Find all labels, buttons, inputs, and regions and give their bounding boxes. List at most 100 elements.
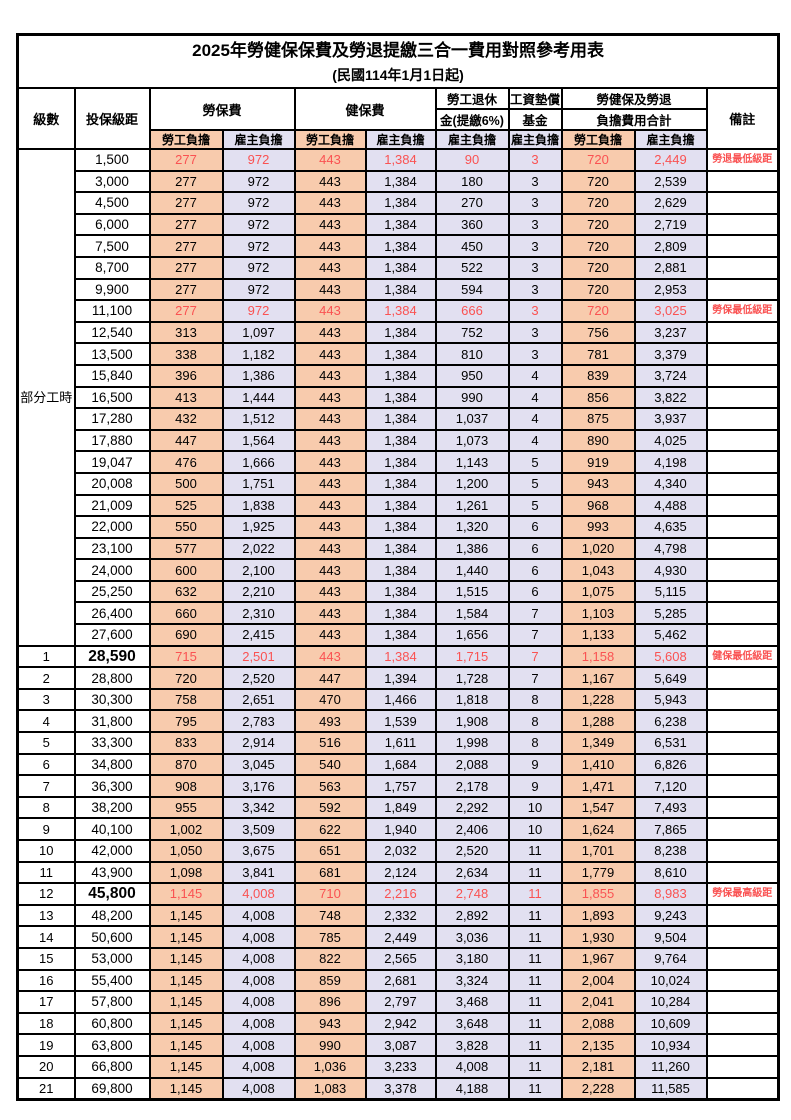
total-employee-cell: 756 bbox=[560, 320, 636, 345]
remark-cell bbox=[705, 903, 780, 928]
bracket-cell: 25,250 bbox=[73, 579, 151, 604]
bracket-cell: 69,800 bbox=[73, 1076, 151, 1101]
total-employer-cell: 6,531 bbox=[633, 731, 708, 755]
labor-employee-cell: 277 bbox=[148, 169, 224, 194]
pension-employer-cell: 4,008 bbox=[434, 1054, 510, 1079]
total-employer-cell: 5,943 bbox=[633, 687, 708, 712]
table-row: 19,047 476 1,666 443 1,384 1,143 5 919 4,198 bbox=[18, 450, 780, 474]
remark-cell bbox=[705, 839, 780, 863]
total-employer-cell: 8,983 bbox=[633, 882, 708, 906]
total-employee-cell: 1,349 bbox=[560, 731, 636, 755]
remark-cell bbox=[705, 990, 780, 1014]
wage-fund-employer-cell: 3 bbox=[507, 234, 563, 258]
wage-fund-employer-cell: 11 bbox=[507, 990, 563, 1014]
pension-employer-cell: 1,584 bbox=[434, 601, 510, 626]
total-employer-cell: 4,488 bbox=[633, 493, 708, 518]
labor-employee-cell: 955 bbox=[148, 795, 224, 820]
total-employee-cell: 720 bbox=[560, 148, 636, 172]
table-row: 6 34,800 870 3,045 540 1,684 2,088 9 1,410 6,826 bbox=[16, 752, 780, 777]
pension-employer-cell: 2,088 bbox=[434, 752, 510, 777]
table-row: 5 33,300 833 2,914 516 1,611 1,998 8 1,349 6,531 bbox=[16, 731, 780, 755]
health-employer-cell: 2,332 bbox=[364, 903, 437, 928]
total-employer-cell: 8,610 bbox=[633, 860, 708, 885]
health-employer-cell: 1,384 bbox=[364, 191, 437, 215]
table-row: 9,900 277 972 443 1,384 594 3 720 2,953 bbox=[18, 277, 780, 302]
health-employee-cell: 443 bbox=[293, 601, 367, 626]
pension-employer-cell: 1,143 bbox=[434, 450, 510, 474]
total-employer-cell: 5,649 bbox=[633, 666, 708, 690]
health-employer-cell: 1,757 bbox=[364, 774, 437, 798]
health-employee-cell: 563 bbox=[293, 774, 367, 798]
bracket-cell: 38,200 bbox=[73, 795, 151, 820]
table-row: 1 28,590 715 2,501 443 1,384 1,715 7 1,158 5,608 健… bbox=[16, 644, 780, 669]
remark-cell: 勞保最低級距 bbox=[705, 299, 780, 323]
labor-employee-cell: 1,145 bbox=[148, 1033, 224, 1057]
labor-employer-cell: 972 bbox=[221, 212, 296, 237]
health-employee-cell: 443 bbox=[293, 191, 367, 215]
health-employer-cell: 1,384 bbox=[364, 536, 437, 561]
labor-employee-cell: 577 bbox=[148, 536, 224, 561]
table-row: 27,600 690 2,415 443 1,384 1,656 7 1,133 5,462 bbox=[18, 623, 780, 647]
health-employer-cell: 1,684 bbox=[364, 752, 437, 777]
reference-sheet: 2025年勞健保保費及勞退提繳三合一費用對照參考用表 (民國114年1月1日起)… bbox=[16, 33, 781, 1102]
total-employee-cell: 2,181 bbox=[560, 1054, 636, 1079]
labor-employer-cell: 4,008 bbox=[221, 968, 296, 993]
total-employer-cell: 2,719 bbox=[633, 212, 708, 237]
table-row: 7,500 277 972 443 1,384 450 3 720 2,809 bbox=[18, 234, 780, 258]
health-employee-cell: 443 bbox=[293, 450, 367, 474]
level-cell: 12 bbox=[16, 882, 76, 906]
total-employer-cell: 2,881 bbox=[633, 255, 708, 280]
labor-employee-cell: 758 bbox=[148, 687, 224, 712]
pension-employer-cell: 810 bbox=[434, 342, 510, 366]
table-row: 20 66,800 1,145 4,008 1,036 3,233 4,008 11 2,181… bbox=[16, 1054, 780, 1079]
health-employee-cell: 443 bbox=[293, 493, 367, 518]
pension-employer-cell: 2,406 bbox=[434, 817, 510, 841]
level-cell: 5 bbox=[16, 731, 76, 755]
health-employee-cell: 443 bbox=[293, 277, 367, 302]
health-employee-cell: 896 bbox=[293, 990, 367, 1014]
subheader-health-employer: 雇主負擔 bbox=[364, 129, 437, 150]
pension-employer-cell: 1,715 bbox=[434, 644, 510, 669]
table-row: 8,700 277 972 443 1,384 522 3 720 2,881 bbox=[18, 255, 780, 280]
labor-employee-cell: 413 bbox=[148, 385, 224, 410]
remark-cell bbox=[705, 320, 780, 345]
labor-employer-cell: 3,675 bbox=[221, 839, 296, 863]
pension-employer-cell: 990 bbox=[434, 385, 510, 410]
labor-employee-cell: 277 bbox=[148, 299, 224, 323]
total-employer-cell: 2,539 bbox=[633, 169, 708, 194]
remark-cell bbox=[705, 1076, 780, 1101]
total-employee-cell: 839 bbox=[560, 363, 636, 388]
remark-cell: 勞退最低級距 bbox=[705, 148, 780, 172]
total-employee-cell: 1,701 bbox=[560, 839, 636, 863]
health-employer-cell: 1,384 bbox=[364, 644, 437, 669]
total-employer-cell: 10,284 bbox=[633, 990, 708, 1014]
total-employer-cell: 6,826 bbox=[633, 752, 708, 777]
table-row: 16,500 413 1,444 443 1,384 990 4 856 3,822 bbox=[18, 385, 780, 410]
bracket-cell: 16,500 bbox=[73, 385, 151, 410]
total-employee-cell: 781 bbox=[560, 342, 636, 366]
wage-fund-employer-cell: 11 bbox=[507, 1076, 563, 1101]
labor-employee-cell: 632 bbox=[148, 579, 224, 604]
total-employee-cell: 1,779 bbox=[560, 860, 636, 885]
level-cell: 15 bbox=[16, 946, 76, 971]
health-employer-cell: 1,384 bbox=[364, 471, 437, 496]
health-employee-cell: 1,083 bbox=[293, 1076, 367, 1101]
wage-fund-employer-cell: 11 bbox=[507, 1054, 563, 1079]
level-cell: 17 bbox=[16, 990, 76, 1014]
labor-employee-cell: 1,002 bbox=[148, 817, 224, 841]
total-employee-cell: 2,041 bbox=[560, 990, 636, 1014]
level-cell: 10 bbox=[16, 839, 76, 863]
bracket-cell: 31,800 bbox=[73, 709, 151, 734]
total-employee-cell: 919 bbox=[560, 450, 636, 474]
pension-employer-cell: 450 bbox=[434, 234, 510, 258]
wage-fund-employer-cell: 4 bbox=[507, 407, 563, 431]
labor-employer-cell: 4,008 bbox=[221, 925, 296, 949]
bracket-cell: 17,880 bbox=[73, 428, 151, 453]
table-row: 15 53,000 1,145 4,008 822 2,565 3,180 11 1,967 9,… bbox=[16, 946, 780, 971]
remark-cell bbox=[705, 666, 780, 690]
labor-employee-cell: 1,145 bbox=[148, 1076, 224, 1101]
table-row: 16 55,400 1,145 4,008 859 2,681 3,324 11 2,004 10… bbox=[16, 968, 780, 993]
bracket-cell: 57,800 bbox=[73, 990, 151, 1014]
wage-fund-employer-cell: 3 bbox=[507, 191, 563, 215]
page-title: 2025年勞健保保費及勞退提繳三合一費用對照參考用表 bbox=[192, 41, 604, 60]
